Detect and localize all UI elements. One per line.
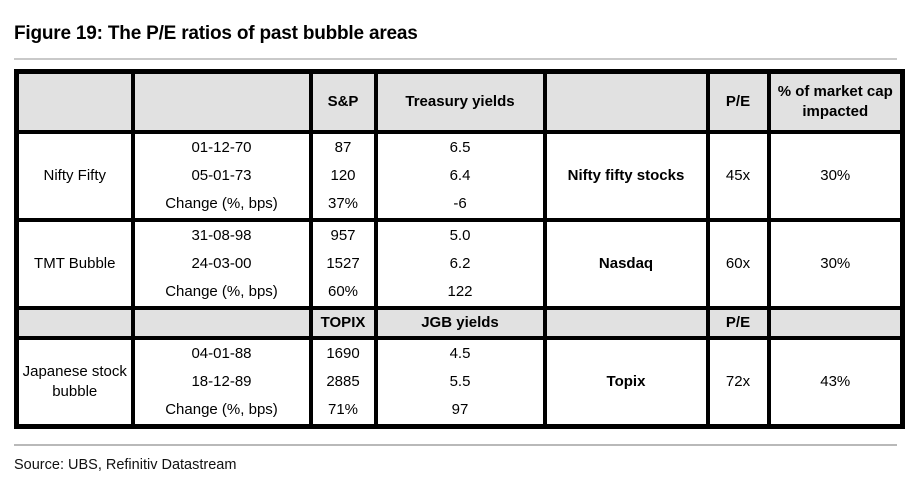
yield-value: 5.0: [449, 226, 471, 244]
bubble-name-cell: Nifty Fifty: [14, 129, 135, 222]
jp-header-topix: TOPIX: [308, 305, 378, 340]
pe-bubble-table: S&P Treasury yields P/E % of market cap …: [14, 69, 905, 429]
market-index-cell: Nasdaq: [542, 217, 710, 310]
jp-header-empty-1: [14, 305, 135, 340]
yield-value: 6.4: [449, 166, 471, 184]
bubble-row-japan: Japanese stock bubble 04-01-88 18-12-89 …: [14, 335, 905, 428]
pe-ratio-cell: 60x: [705, 217, 771, 310]
index-level-cell: 87 120 37%: [308, 129, 378, 222]
us-header-pe: P/E: [705, 69, 771, 134]
jp-header-jgb-yields: JGB yields: [373, 305, 547, 340]
us-header-empty-1: [14, 69, 135, 134]
yield-value: 6.2: [449, 254, 471, 272]
pe-ratio-cell: 45x: [705, 129, 771, 222]
yield-cell: 4.5 5.5 97: [373, 335, 547, 428]
yield-cell: 6.5 6.4 -6: [373, 129, 547, 222]
bubble-dates-cell: 04-01-88 18-12-89 Change (%, bps): [130, 335, 313, 428]
us-header-row: S&P Treasury yields P/E % of market cap …: [14, 69, 905, 134]
us-header-treasury-yields: Treasury yields: [373, 69, 547, 134]
change-label: Change (%, bps): [165, 400, 278, 418]
title-divider: [14, 58, 897, 60]
yield-cell: 5.0 6.2 122: [373, 217, 547, 310]
index-value: 1690: [326, 344, 360, 362]
yield-change-value: 122: [447, 282, 473, 300]
change-label: Change (%, bps): [165, 282, 278, 300]
us-header-sp: S&P: [308, 69, 378, 134]
index-value: 2885: [326, 372, 360, 390]
us-header-cap-impacted: % of market cap impacted: [766, 69, 905, 134]
bottom-divider: [14, 443, 897, 446]
index-level-cell: 1690 2885 71%: [308, 335, 378, 428]
change-label: Change (%, bps): [165, 194, 278, 212]
date-line: 04-01-88: [191, 344, 252, 362]
date-line: 05-01-73: [191, 166, 252, 184]
figure-title: Figure 19: The P/E ratios of past bubble…: [14, 23, 418, 44]
date-line: 18-12-89: [191, 372, 252, 390]
bubble-row-tmt: TMT Bubble 31-08-98 24-03-00 Change (%, …: [14, 217, 905, 310]
yield-change-value: -6: [453, 194, 467, 212]
yield-value: 4.5: [449, 344, 471, 362]
bubble-row-nifty-fifty: Nifty Fifty 01-12-70 05-01-73 Change (%,…: [14, 129, 905, 222]
index-value: 1527: [326, 254, 360, 272]
index-value: 120: [330, 166, 356, 184]
market-index-cell: Nifty fifty stocks: [542, 129, 710, 222]
date-line: 24-03-00: [191, 254, 252, 272]
jp-header-empty-4: [766, 305, 905, 340]
index-value: 957: [330, 226, 356, 244]
bubble-dates-cell: 31-08-98 24-03-00 Change (%, bps): [130, 217, 313, 310]
yield-value: 5.5: [449, 372, 471, 390]
market-cap-cell: 30%: [766, 217, 905, 310]
date-line: 01-12-70: [191, 138, 252, 156]
source-note: Source: UBS, Refinitiv Datastream: [14, 456, 237, 473]
market-cap-cell: 30%: [766, 129, 905, 222]
index-change-value: 60%: [327, 282, 359, 300]
market-cap-cell: 43%: [766, 335, 905, 428]
index-level-cell: 957 1527 60%: [308, 217, 378, 310]
us-header-empty-3: [542, 69, 710, 134]
date-line: 31-08-98: [191, 226, 252, 244]
yield-change-value: 97: [451, 400, 469, 418]
index-value: 87: [334, 138, 352, 156]
jp-header-empty-3: [542, 305, 710, 340]
market-index-cell: Topix: [542, 335, 710, 428]
us-header-empty-2: [130, 69, 313, 134]
bubble-name-cell: TMT Bubble: [14, 217, 135, 310]
pe-ratio-cell: 72x: [705, 335, 771, 428]
jp-header-row: TOPIX JGB yields P/E: [14, 305, 905, 340]
index-change-value: 71%: [327, 400, 359, 418]
bubble-dates-cell: 01-12-70 05-01-73 Change (%, bps): [130, 129, 313, 222]
yield-value: 6.5: [449, 138, 471, 156]
bubble-name-cell: Japanese stock bubble: [14, 335, 135, 428]
jp-header-empty-2: [130, 305, 313, 340]
jp-header-pe: P/E: [705, 305, 771, 340]
figure-page: Figure 19: The P/E ratios of past bubble…: [14, 0, 905, 474]
index-change-value: 37%: [327, 194, 359, 212]
